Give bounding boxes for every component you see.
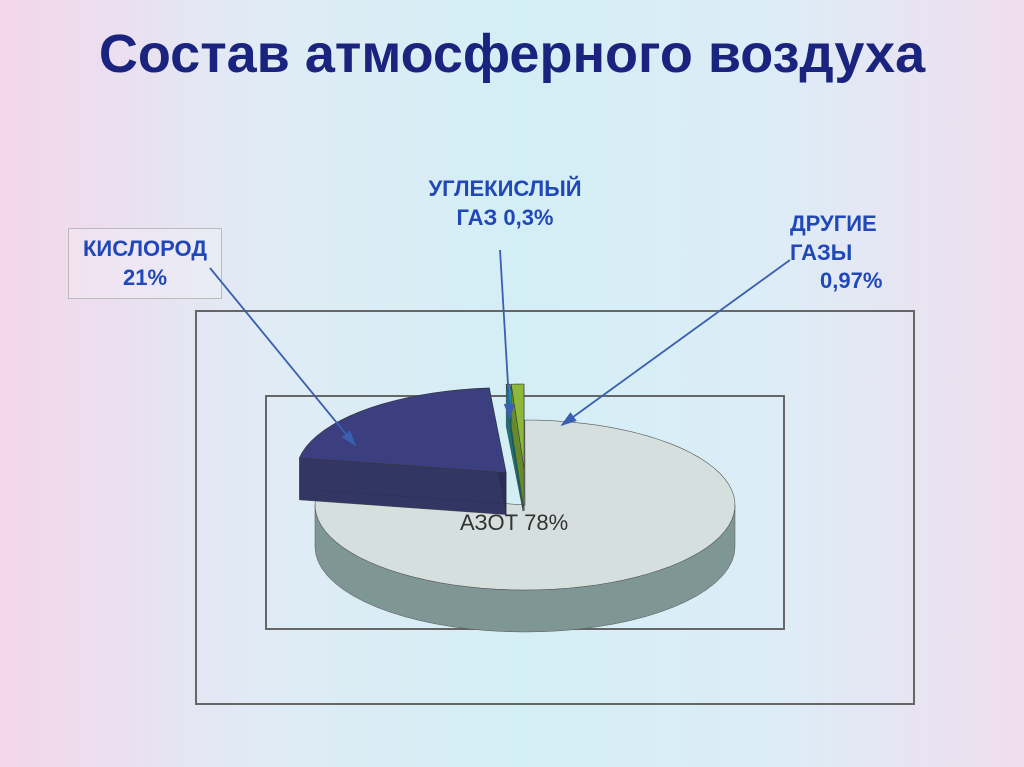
callout-oxygen-value: 21% xyxy=(83,264,207,293)
center-label-nitrogen: АЗОТ 78% xyxy=(460,510,568,536)
callout-other-value: 0,97% xyxy=(790,267,882,296)
page-title: Состав атмосферного воздуха xyxy=(0,25,1024,84)
callout-other: ДРУГИЕ ГАЗЫ 0,97% xyxy=(790,210,882,296)
callout-other-name2: ГАЗЫ xyxy=(790,239,882,268)
callout-oxygen: КИСЛОРОД 21% xyxy=(68,228,222,299)
callout-co2: УГЛЕКИСЛЫЙ ГАЗ 0,3% xyxy=(380,175,630,232)
callout-co2-value: ГАЗ 0,3% xyxy=(380,204,630,233)
callout-other-name1: ДРУГИЕ xyxy=(790,210,882,239)
callout-co2-name: УГЛЕКИСЛЫЙ xyxy=(380,175,630,204)
callout-oxygen-name: КИСЛОРОД xyxy=(83,235,207,264)
